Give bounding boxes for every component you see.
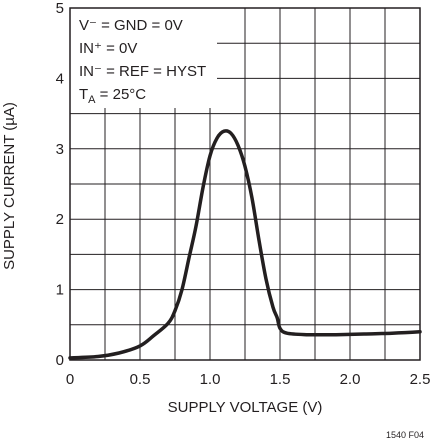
x-tick-label: 0.5 [130,371,151,388]
grid-lines [70,8,420,360]
plot-frame [69,7,421,361]
x-tick-label: 2.0 [340,371,361,388]
x-tick-label: 0 [66,371,74,388]
annotation-line-4: TA = 25°C [79,86,146,106]
y-tick-label: 2 [56,211,64,228]
y-tick-label: 4 [56,70,64,87]
annotation-line-4-rest: = 25°C [96,86,147,103]
y-axis-title: SUPPLY CURRENT (µA) [1,102,18,270]
figure-id: 1540 F04 [386,430,424,440]
annotation-line-1: V⁻ = GND = 0V [79,17,183,34]
annotation-line-2: IN⁺ = 0V [79,40,137,57]
annotation-box [70,8,217,108]
x-tick-label: 1.5 [270,371,291,388]
supply-current-curve [68,129,422,360]
y-tick-label: 3 [56,141,64,158]
y-tick-label: 5 [56,0,64,17]
x-tick-label: 1.0 [200,371,221,388]
x-tick-label: 2.5 [410,371,431,388]
y-tick-label: 1 [56,282,64,299]
axis-ticks: 0 0.5 1.0 1.5 2.0 2.5 0 1 2 3 4 5 [56,0,431,388]
x-axis-title: SUPPLY VOLTAGE (V) [168,399,323,416]
annotation-line-4-subscript: A [88,94,96,106]
y-tick-label: 0 [56,352,64,369]
data-series [68,129,422,360]
annotation-line-4-main: T [79,86,88,103]
annotation-line-3: IN⁻ = REF = HYST [79,63,206,80]
annotation-text: V⁻ = GND = 0V IN⁺ = 0V IN⁻ = REF = HYST … [79,17,206,106]
